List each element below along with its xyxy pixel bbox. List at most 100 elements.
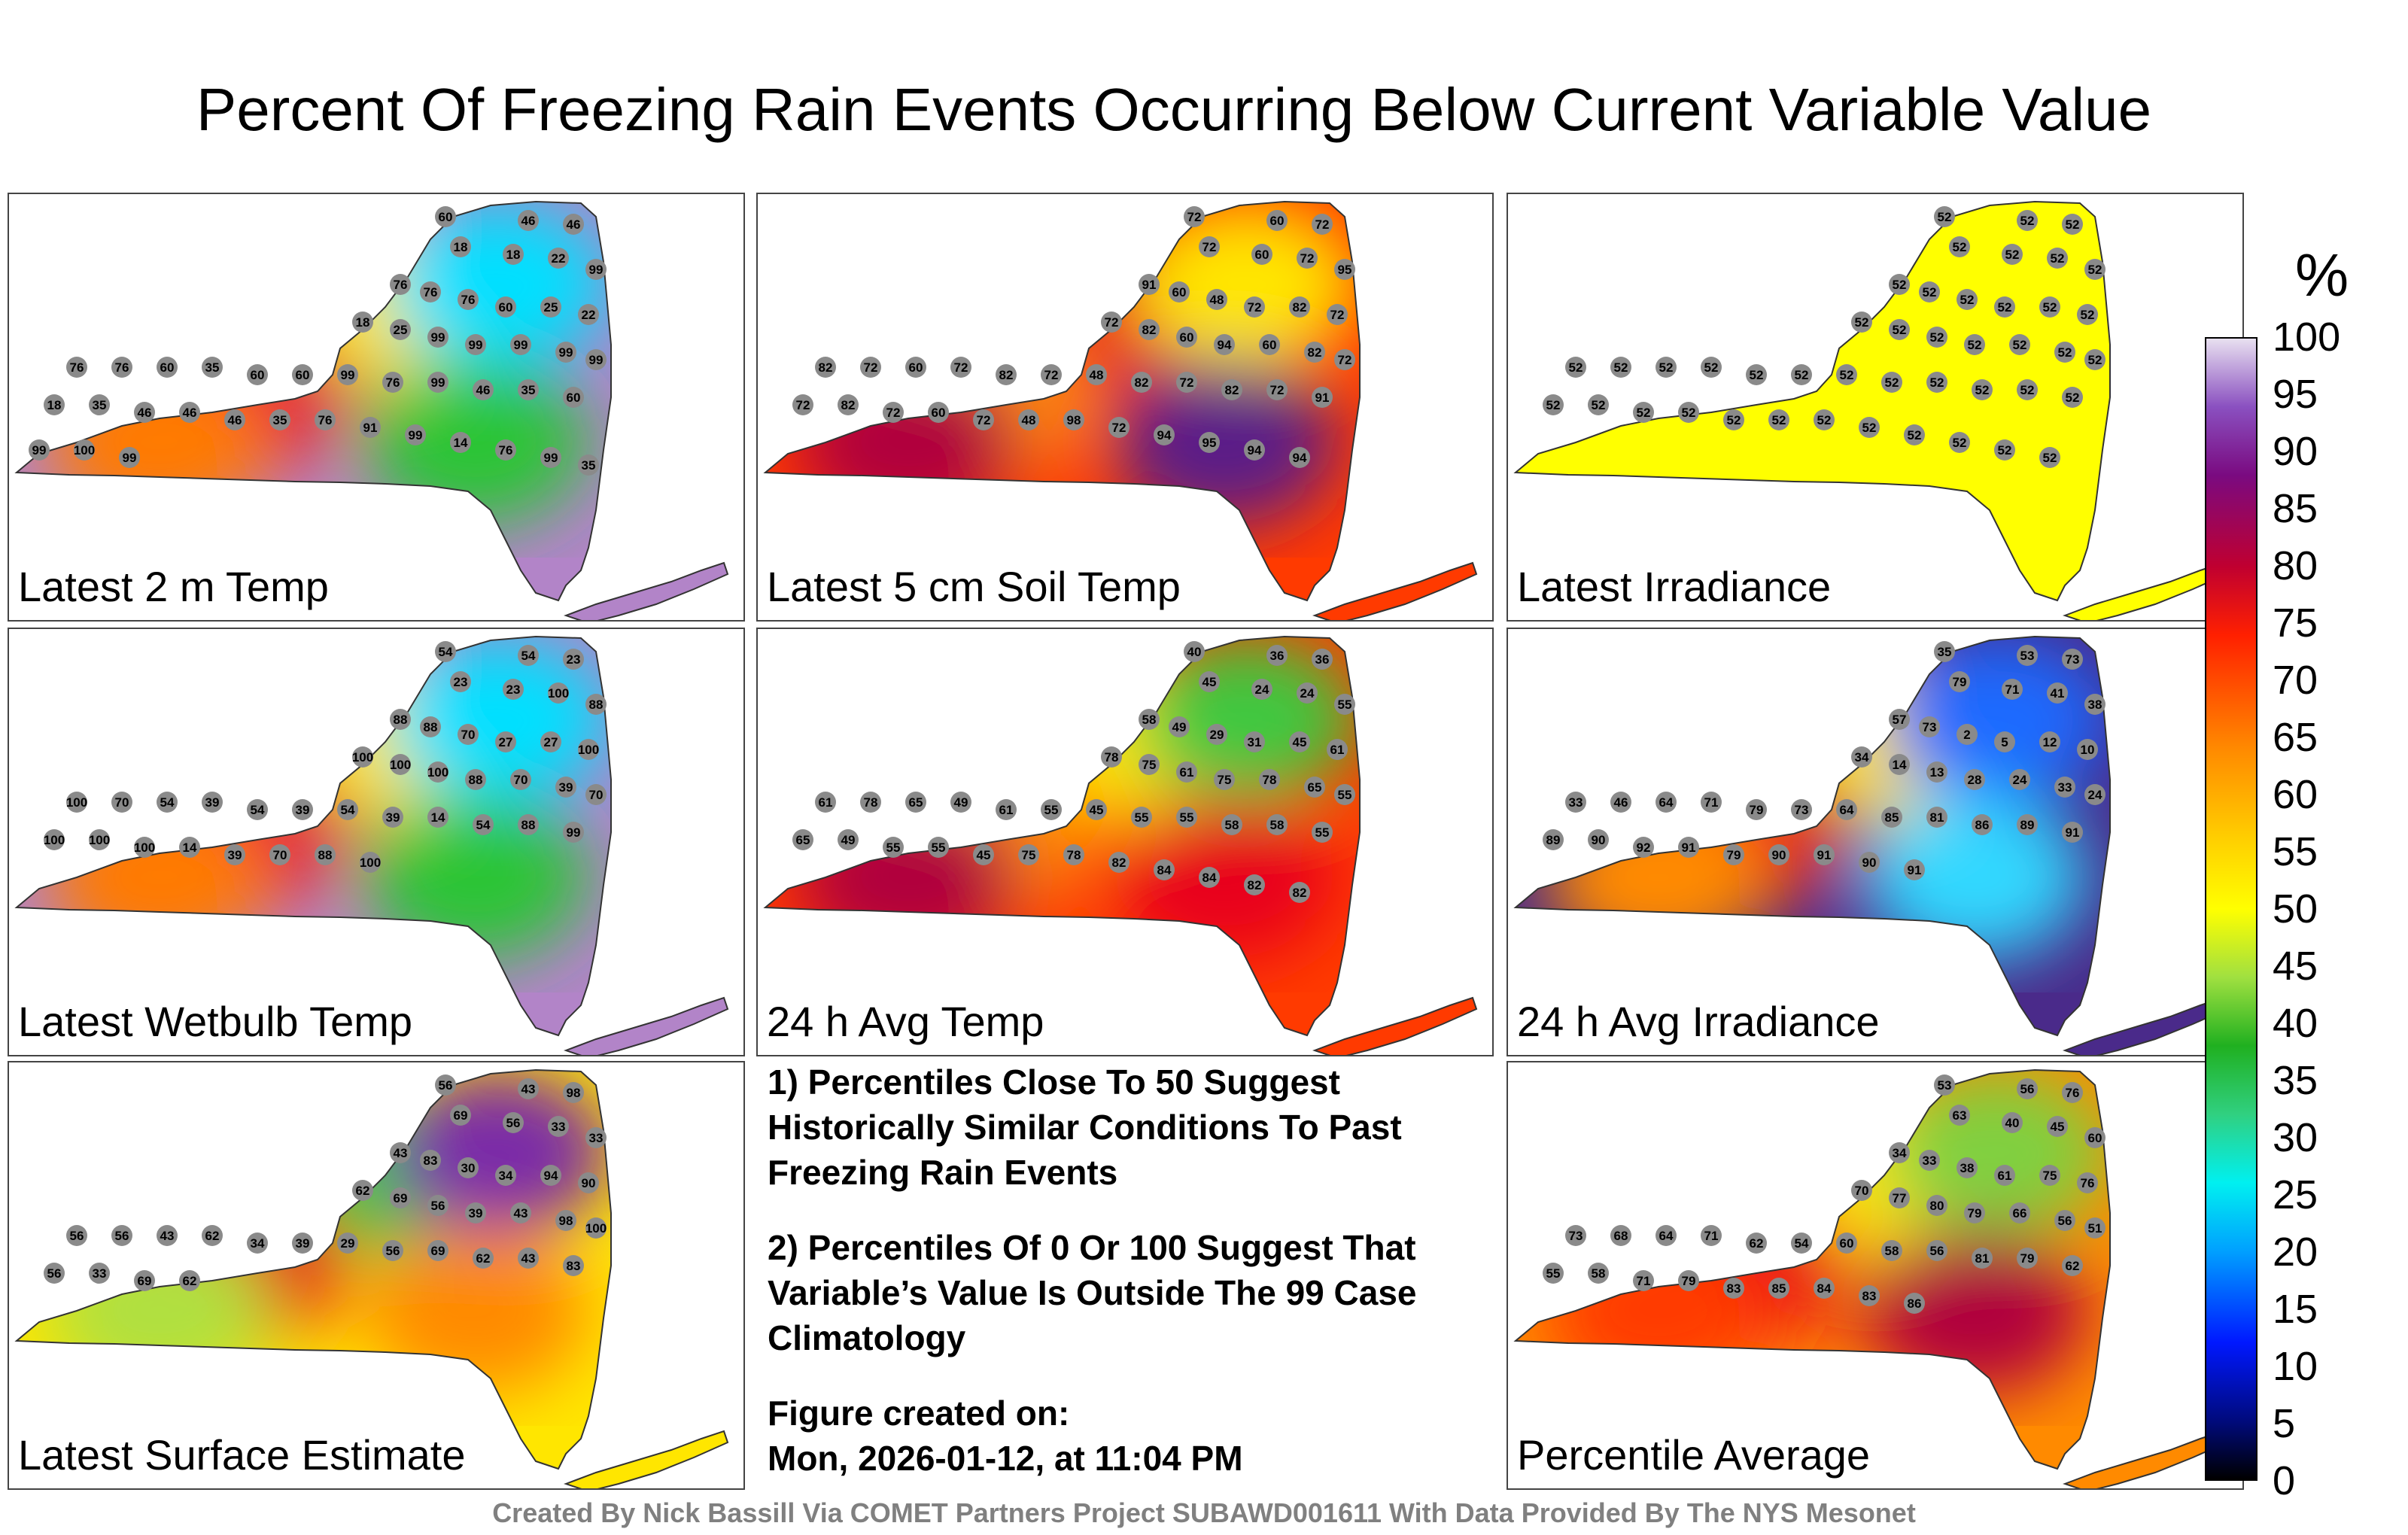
station-value: 64 (1659, 1229, 1674, 1243)
station-marker: 46 (1610, 792, 1631, 813)
state-map: 40 36 36 45 24 24 55 58 49 29 31 45 61 78 75 61 75 78 65 55… (763, 635, 1478, 1055)
station-marker: 39 (555, 777, 576, 798)
station-value: 52 (2088, 353, 2102, 367)
station-value: 41 (2051, 686, 2065, 701)
station-marker: 76 (2077, 1172, 2098, 1193)
station-value: 84 (1157, 863, 1172, 877)
station-marker: 60 (157, 357, 178, 378)
station-value: 71 (1704, 795, 1719, 810)
station-marker: 71 (1633, 1270, 1654, 1291)
station-value: 52 (1998, 443, 2012, 457)
station-dot (315, 409, 336, 430)
station-dot (134, 402, 155, 423)
station-dot (427, 1195, 448, 1216)
station-dot (1176, 761, 1197, 783)
station-dot (2077, 304, 2098, 325)
station-marker: 91 (1678, 837, 1699, 858)
station-dot (1926, 761, 1947, 783)
station-value: 23 (454, 675, 468, 689)
station-dot (1964, 334, 1985, 355)
station-marker: 54 (1791, 1233, 1812, 1254)
station-value: 100 (360, 856, 381, 870)
station-value: 52 (1772, 413, 1786, 427)
station-marker: 69 (134, 1270, 155, 1291)
station-dot (518, 814, 539, 835)
station-value: 100 (352, 750, 373, 764)
station-marker: 52 (1791, 364, 1812, 385)
station-value: 54 (160, 795, 175, 810)
station-value: 55 (1546, 1266, 1561, 1281)
station-marker: 100 (585, 1217, 607, 1239)
station-dot (540, 296, 561, 318)
station-marker: 94 (1289, 447, 1310, 468)
station-marker: 60 (495, 296, 516, 318)
station-value: 54 (1795, 1236, 1809, 1251)
station-value: 91 (1817, 848, 1832, 862)
station-dot (2054, 777, 2075, 798)
station-marker: 69 (427, 1240, 448, 1261)
station-marker: 14 (450, 432, 471, 453)
station-dot (337, 1233, 358, 1254)
station-dot (1266, 645, 1288, 666)
station-value: 46 (1614, 795, 1628, 810)
colorbar-tick: 30 (2273, 1115, 2318, 1160)
station-marker: 85 (1881, 807, 1902, 828)
station-dot (1199, 236, 1220, 257)
station-marker: 94 (540, 1165, 561, 1186)
station-marker: 52 (1814, 409, 1835, 430)
state-outline (564, 561, 729, 620)
station-marker: 95 (1334, 259, 1355, 280)
station-marker: 94 (1154, 424, 1175, 445)
station-marker: 100 (74, 439, 95, 460)
station-dot (1814, 409, 1835, 430)
station-value: 72 (1180, 375, 1194, 390)
station-dot (1949, 671, 1970, 692)
station-marker: 99 (563, 822, 584, 843)
station-marker: 52 (1588, 394, 1609, 415)
station-value: 39 (296, 803, 310, 817)
station-value: 99 (431, 375, 445, 390)
station-dot (44, 394, 65, 415)
station-dot (1244, 439, 1265, 460)
station-marker: 100 (427, 761, 448, 783)
station-value: 91 (2066, 825, 2080, 840)
station-value: 33 (589, 1131, 604, 1145)
colorbar-tick: 70 (2273, 658, 2318, 703)
station-marker: 22 (548, 248, 569, 269)
station-dot (157, 792, 178, 813)
station-marker: 56 (435, 1074, 456, 1096)
station-dot (66, 792, 87, 813)
station-value: 62 (476, 1251, 491, 1266)
station-value: 83 (1727, 1281, 1741, 1296)
station-value: 95 (1202, 436, 1217, 450)
station-marker: 33 (585, 1127, 607, 1148)
station-marker: 52 (1836, 364, 1857, 385)
station-marker: 82 (815, 357, 836, 378)
station-value: 75 (1142, 758, 1157, 772)
station-dot (1633, 402, 1654, 423)
station-value: 70 (461, 728, 476, 742)
station-value: 79 (1682, 1274, 1696, 1288)
state-outline (1513, 635, 2111, 1037)
station-dot (1131, 372, 1152, 393)
station-marker: 82 (1289, 882, 1310, 903)
station-dot (495, 439, 516, 460)
station-marker: 92 (1633, 837, 1654, 858)
station-marker: 71 (1701, 1225, 1722, 1246)
station-value: 10 (2081, 743, 2095, 757)
station-marker: 23 (563, 649, 584, 670)
station-value: 100 (427, 765, 448, 780)
station-dot (1108, 417, 1130, 438)
station-value: 100 (74, 443, 95, 457)
station-value: 33 (1569, 795, 1583, 810)
station-value: 60 (439, 210, 453, 224)
station-marker: 99 (510, 334, 531, 355)
station-dot (1678, 402, 1699, 423)
station-dot (1297, 248, 1318, 269)
station-value: 88 (318, 848, 333, 862)
station-value: 91 (1908, 863, 1922, 877)
station-value: 55 (1135, 810, 1149, 825)
station-value: 60 (1180, 330, 1194, 345)
station-marker: 52 (1851, 312, 1872, 333)
station-marker: 98 (563, 1082, 584, 1103)
